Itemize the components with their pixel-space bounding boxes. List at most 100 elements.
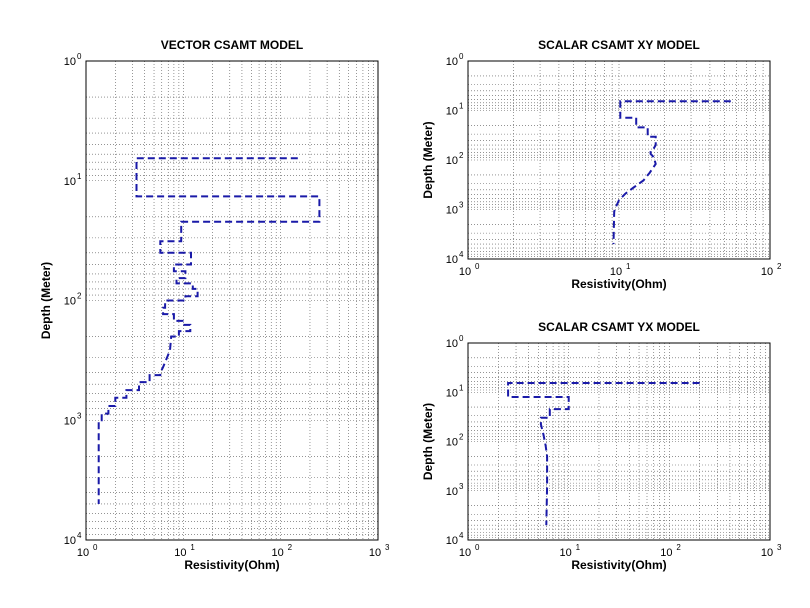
svg-text:10: 10 — [446, 486, 458, 498]
chart-title: VECTOR CSAMT MODEL — [161, 38, 303, 52]
svg-text:10: 10 — [446, 56, 458, 68]
svg-text:0: 0 — [475, 543, 480, 552]
y-tick-label: 10 3 — [64, 411, 82, 427]
svg-text:0: 0 — [459, 334, 464, 343]
y-tick-label: 10 4 — [446, 531, 464, 547]
grid — [468, 343, 770, 540]
plot-frame — [467, 342, 771, 541]
svg-text:10: 10 — [64, 176, 76, 188]
svg-text:10: 10 — [446, 106, 458, 118]
data-series-line — [97, 157, 321, 504]
grid — [468, 61, 770, 259]
x-tick-label: 10 2 — [272, 543, 293, 559]
x-tick-label: 10 3 — [369, 543, 390, 559]
x-tick-labels: 10 0 10 1 10 2 10 3 — [77, 543, 390, 559]
svg-text:10: 10 — [761, 547, 773, 559]
svg-text:2: 2 — [459, 433, 464, 442]
svg-text:1: 1 — [459, 102, 464, 111]
svg-text:10: 10 — [446, 338, 458, 350]
x-tick-label: 10 2 — [761, 262, 782, 278]
svg-text:10: 10 — [446, 535, 458, 547]
data-series-line — [612, 100, 731, 245]
svg-text:10: 10 — [560, 547, 572, 559]
svg-text:0: 0 — [93, 543, 98, 552]
svg-text:3: 3 — [77, 411, 82, 420]
y-axis-label: Depth (Meter) — [421, 121, 435, 198]
svg-text:10: 10 — [459, 547, 471, 559]
x-tick-label: 10 0 — [77, 543, 98, 559]
grid — [86, 61, 378, 540]
svg-text:1: 1 — [626, 262, 631, 271]
y-tick-label: 10 0 — [446, 52, 464, 68]
svg-text:2: 2 — [459, 151, 464, 160]
y-tick-label: 10 1 — [446, 102, 464, 118]
svg-text:10: 10 — [446, 437, 458, 449]
y-tick-label: 10 4 — [64, 531, 82, 547]
svg-text:10: 10 — [446, 254, 458, 266]
svg-text:4: 4 — [77, 531, 82, 540]
x-tick-label: 10 3 — [761, 543, 782, 559]
y-tick-label: 10 3 — [446, 201, 464, 217]
x-tick-label: 10 2 — [660, 543, 681, 559]
svg-text:4: 4 — [459, 250, 464, 259]
svg-text:0: 0 — [475, 262, 480, 271]
svg-text:10: 10 — [369, 547, 381, 559]
svg-text:1: 1 — [77, 172, 82, 181]
y-tick-label: 10 4 — [446, 250, 464, 266]
y-tick-label: 10 0 — [446, 334, 464, 350]
svg-text:10: 10 — [64, 535, 76, 547]
data-line-layer — [612, 100, 731, 245]
data-line-layer — [507, 382, 700, 526]
svg-text:10: 10 — [446, 387, 458, 399]
svg-text:1: 1 — [576, 543, 581, 552]
x-tick-label: 10 1 — [610, 262, 631, 278]
svg-text:10: 10 — [64, 56, 76, 68]
y-tick-label: 10 2 — [446, 433, 464, 449]
chart-title: SCALAR CSAMT YX MODEL — [538, 320, 700, 334]
x-tick-label: 10 1 — [174, 543, 195, 559]
x-tick-label: 10 0 — [459, 543, 480, 559]
svg-text:10: 10 — [174, 547, 186, 559]
svg-text:10: 10 — [64, 415, 76, 427]
data-line-layer — [97, 157, 321, 504]
x-axis-label: Resistivity(Ohm) — [184, 558, 279, 572]
svg-text:10: 10 — [610, 266, 622, 278]
svg-text:0: 0 — [77, 52, 82, 61]
svg-text:2: 2 — [777, 262, 782, 271]
svg-text:3: 3 — [385, 543, 390, 552]
x-axis-label: Resistivity(Ohm) — [571, 558, 666, 572]
x-tick-labels: 10 0 10 1 10 2 10 3 — [459, 543, 782, 559]
svg-text:10: 10 — [272, 547, 284, 559]
svg-text:3: 3 — [777, 543, 782, 552]
plot-frame — [85, 60, 379, 541]
y-tick-label: 10 1 — [64, 172, 82, 188]
svg-text:0: 0 — [459, 52, 464, 61]
y-axis-label: Depth (Meter) — [39, 262, 53, 339]
svg-text:10: 10 — [446, 155, 458, 167]
svg-text:10: 10 — [761, 266, 773, 278]
svg-text:3: 3 — [459, 482, 464, 491]
x-tick-labels: 10 0 10 1 10 2 — [459, 262, 782, 278]
y-tick-label: 10 1 — [446, 383, 464, 399]
y-tick-label: 10 2 — [64, 292, 82, 308]
svg-text:2: 2 — [676, 543, 681, 552]
svg-text:10: 10 — [660, 547, 672, 559]
svg-text:10: 10 — [64, 296, 76, 308]
svg-text:2: 2 — [77, 292, 82, 301]
y-tick-label: 10 3 — [446, 482, 464, 498]
y-tick-label: 10 2 — [446, 151, 464, 167]
svg-text:4: 4 — [459, 531, 464, 540]
svg-text:1: 1 — [459, 383, 464, 392]
x-tick-label: 10 0 — [459, 262, 480, 278]
svg-text:10: 10 — [446, 205, 458, 217]
data-series-line — [507, 382, 700, 526]
svg-text:10: 10 — [77, 547, 89, 559]
y-axis-label: Depth (Meter) — [421, 403, 435, 480]
